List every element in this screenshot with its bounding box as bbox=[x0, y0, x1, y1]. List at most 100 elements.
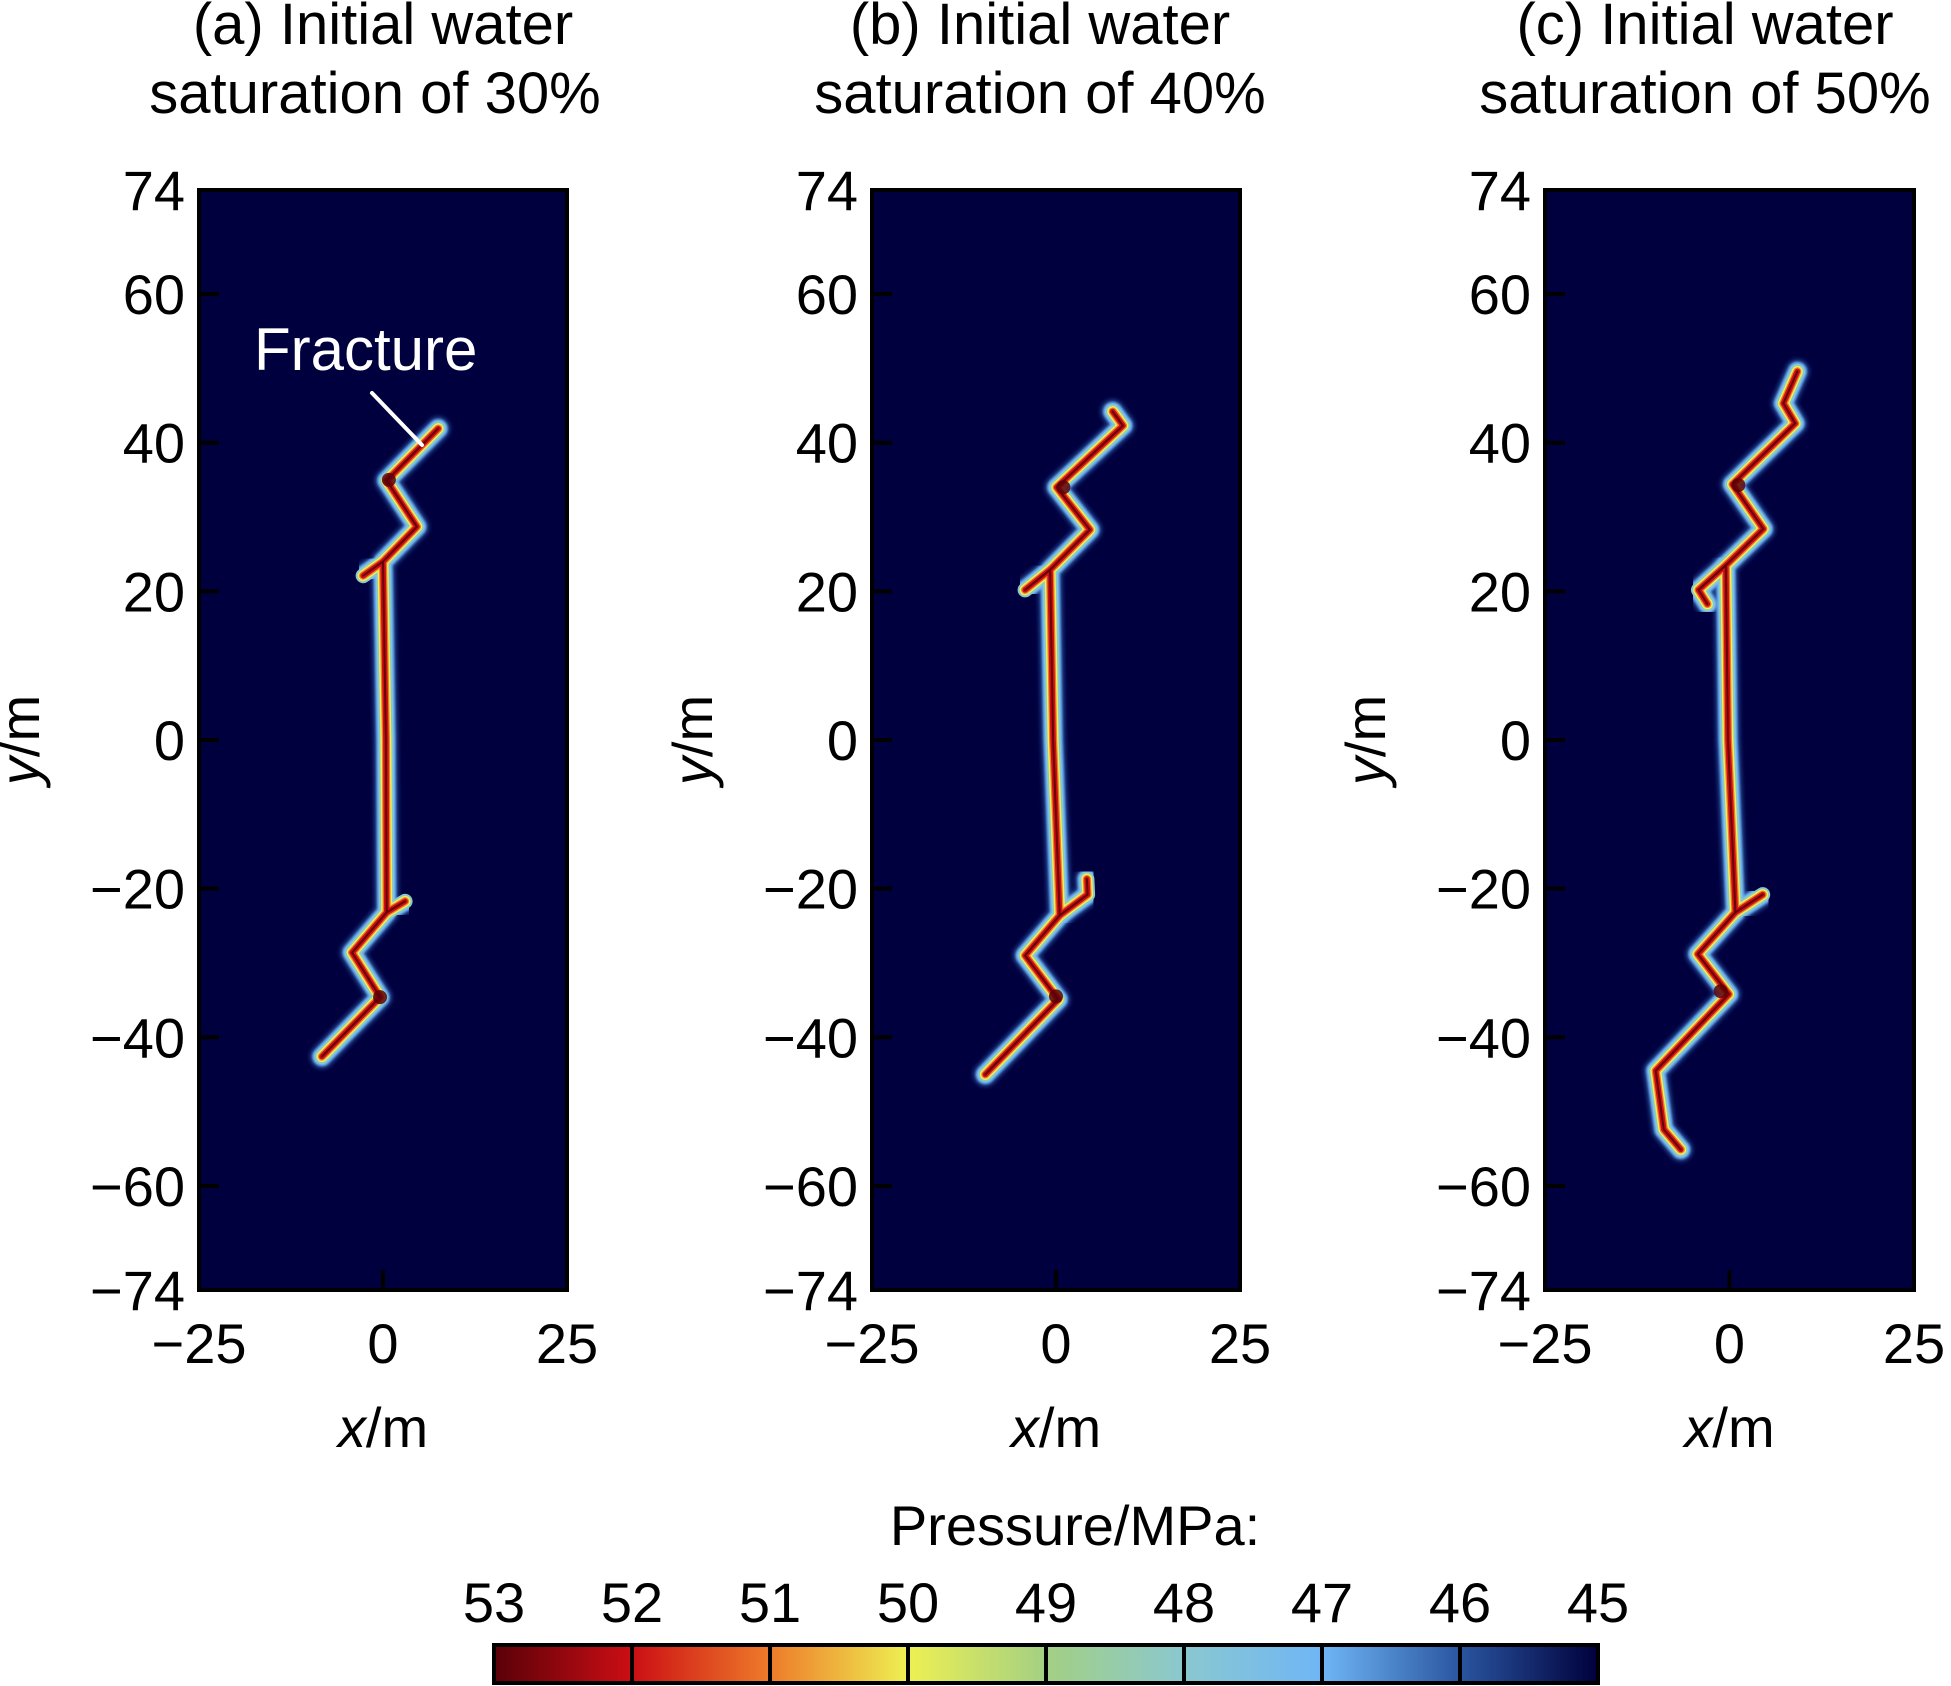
y-tick-label: 60 bbox=[796, 263, 858, 326]
panel-a-x-axis-label: x/m bbox=[335, 1396, 428, 1459]
colorbar-tick-label: 52 bbox=[601, 1571, 663, 1634]
fracture-annotation-leader bbox=[370, 391, 424, 447]
panel-b-y-var: y bbox=[661, 754, 724, 789]
panel-c-x-axis: −25 0 25 bbox=[1498, 1270, 1945, 1375]
panel-b-title-line1: (b) Initial water bbox=[850, 0, 1230, 57]
fracture-annotation-label: Fracture bbox=[254, 316, 477, 383]
fracture-branch bbox=[984, 410, 1124, 1076]
y-tick-label: 60 bbox=[123, 263, 185, 326]
y-tick-label: −60 bbox=[90, 1155, 185, 1218]
y-tick-label: 0 bbox=[827, 709, 858, 772]
high-pressure-zone bbox=[1056, 480, 1071, 495]
colorbar-tick-label: 53 bbox=[463, 1571, 525, 1634]
colorbar-tick-label: 49 bbox=[1015, 1571, 1077, 1634]
panel-c-x-var: x bbox=[1681, 1396, 1714, 1459]
panel-b-x-var: x bbox=[1008, 1396, 1041, 1459]
y-tick-label: 0 bbox=[154, 709, 185, 772]
y-tick-label: 0 bbox=[1500, 709, 1531, 772]
panel-b-fractures bbox=[973, 399, 1135, 1087]
colorbar: Pressure/MPa: 53 52 51 50 49 48 47 46 45 bbox=[463, 1494, 1629, 1685]
colorbar-tick-label: 48 bbox=[1153, 1571, 1215, 1634]
panel-c-title-line1: (c) Initial water bbox=[1516, 0, 1893, 57]
fracture-branch bbox=[1654, 370, 1799, 1151]
high-pressure-zone bbox=[1731, 478, 1746, 493]
panel-c-y-axis: 74 60 40 20 0 −20 −40 −60 −74 bbox=[1436, 159, 1565, 1322]
colorbar-tick-label: 45 bbox=[1567, 1571, 1629, 1634]
x-tick-label: 25 bbox=[1883, 1312, 1945, 1375]
panel-c-x-unit: /m bbox=[1712, 1396, 1774, 1459]
colorbar-tick-labels: 53 52 51 50 49 48 47 46 45 bbox=[463, 1571, 1629, 1634]
y-tick-label: −20 bbox=[763, 858, 858, 921]
panel-a-x-var: x bbox=[335, 1396, 368, 1459]
y-tick-label: −60 bbox=[763, 1155, 858, 1218]
panel-c-title-line2: saturation of 50% bbox=[1479, 61, 1930, 126]
panel-b-x-axis-label: x/m bbox=[1008, 1396, 1101, 1459]
y-tick-label: −40 bbox=[763, 1006, 858, 1069]
y-tick-label: −40 bbox=[90, 1006, 185, 1069]
panel-a: (a) Initial water saturation of 30% 74 60… bbox=[0, 0, 601, 1459]
x-tick-label: 0 bbox=[1040, 1312, 1071, 1375]
panel-c-fracture-layer-6 bbox=[1654, 370, 1799, 1151]
colorbar-tick-label: 51 bbox=[739, 1571, 801, 1634]
panel-a-y-var: y bbox=[0, 754, 51, 789]
y-tick-label: 60 bbox=[1469, 263, 1531, 326]
fracture-branch bbox=[1697, 564, 1727, 605]
y-tick-label: 40 bbox=[1469, 412, 1531, 475]
fracture-branch bbox=[1734, 893, 1764, 914]
y-tick-label: −60 bbox=[1436, 1155, 1531, 1218]
panel-a-y-axis-label: y/m bbox=[0, 695, 51, 789]
panel-c-y-var: y bbox=[1334, 754, 1397, 789]
colorbar-frame bbox=[492, 1643, 1600, 1685]
y-tick-label: 20 bbox=[1469, 560, 1531, 623]
y-tick-label: −74 bbox=[1436, 1259, 1531, 1322]
fracture-branch bbox=[1058, 878, 1089, 917]
x-tick-label: 25 bbox=[536, 1312, 598, 1375]
y-tick-label: 40 bbox=[123, 412, 185, 475]
fracture-branch bbox=[385, 900, 407, 914]
x-tick-label: −25 bbox=[152, 1312, 247, 1375]
panel-c: (c) Initial water saturation of 50% 74 60… bbox=[1334, 0, 1945, 1459]
y-tick-label: 74 bbox=[123, 159, 185, 222]
x-tick-label: 0 bbox=[367, 1312, 398, 1375]
panel-a-x-axis: −25 0 25 bbox=[152, 1270, 598, 1375]
x-tick-label: 25 bbox=[1209, 1312, 1271, 1375]
panel-b-fracture-layer-6 bbox=[984, 410, 1124, 1076]
panel-b-title-line2: saturation of 40% bbox=[814, 61, 1265, 126]
colorbar-tick-label: 46 bbox=[1429, 1571, 1491, 1634]
panel-c-y-axis-label: y/m bbox=[1334, 695, 1397, 789]
panel-a-y-axis: 74 60 40 20 0 −20 −40 −60 −74 bbox=[90, 159, 219, 1322]
x-tick-label: −25 bbox=[1498, 1312, 1593, 1375]
panel-a-title-line1: (a) Initial water bbox=[193, 0, 573, 57]
y-tick-label: 20 bbox=[796, 560, 858, 623]
y-tick-label: −20 bbox=[1436, 858, 1531, 921]
panel-c-x-axis-label: x/m bbox=[1681, 1396, 1774, 1459]
fracture-branch bbox=[362, 560, 384, 577]
panel-b-x-axis: −25 0 25 bbox=[825, 1270, 1271, 1375]
panel-a-fracture-layer-6 bbox=[320, 427, 440, 1058]
panel-b: (b) Initial water saturation of 40% 74 60… bbox=[661, 0, 1271, 1459]
panel-a-x-unit: /m bbox=[366, 1396, 428, 1459]
y-tick-label: 20 bbox=[123, 560, 185, 623]
high-pressure-zone bbox=[381, 472, 396, 487]
panel-b-x-unit: /m bbox=[1039, 1396, 1101, 1459]
y-tick-label: −74 bbox=[763, 1259, 858, 1322]
panel-a-fractures bbox=[309, 416, 451, 1069]
high-pressure-zone bbox=[373, 990, 388, 1005]
high-pressure-zone bbox=[1049, 989, 1063, 1004]
y-tick-label: −20 bbox=[90, 858, 185, 921]
colorbar-tick-label: 47 bbox=[1291, 1571, 1353, 1634]
high-pressure-zone bbox=[1713, 984, 1728, 999]
fracture-branch bbox=[1024, 568, 1052, 591]
y-tick-label: 74 bbox=[796, 159, 858, 222]
panel-c-fractures bbox=[1643, 359, 1810, 1162]
panel-a-y-unit: /m bbox=[0, 695, 51, 757]
y-tick-label: 40 bbox=[796, 412, 858, 475]
panel-b-y-axis-label: y/m bbox=[661, 695, 724, 789]
y-tick-label: −40 bbox=[1436, 1006, 1531, 1069]
fracture-branch bbox=[320, 427, 440, 1058]
y-tick-label: 74 bbox=[1469, 159, 1531, 222]
colorbar-separators bbox=[630, 1645, 1462, 1683]
panel-b-y-unit: /m bbox=[661, 695, 724, 757]
panel-a-title-line2: saturation of 30% bbox=[149, 61, 600, 126]
